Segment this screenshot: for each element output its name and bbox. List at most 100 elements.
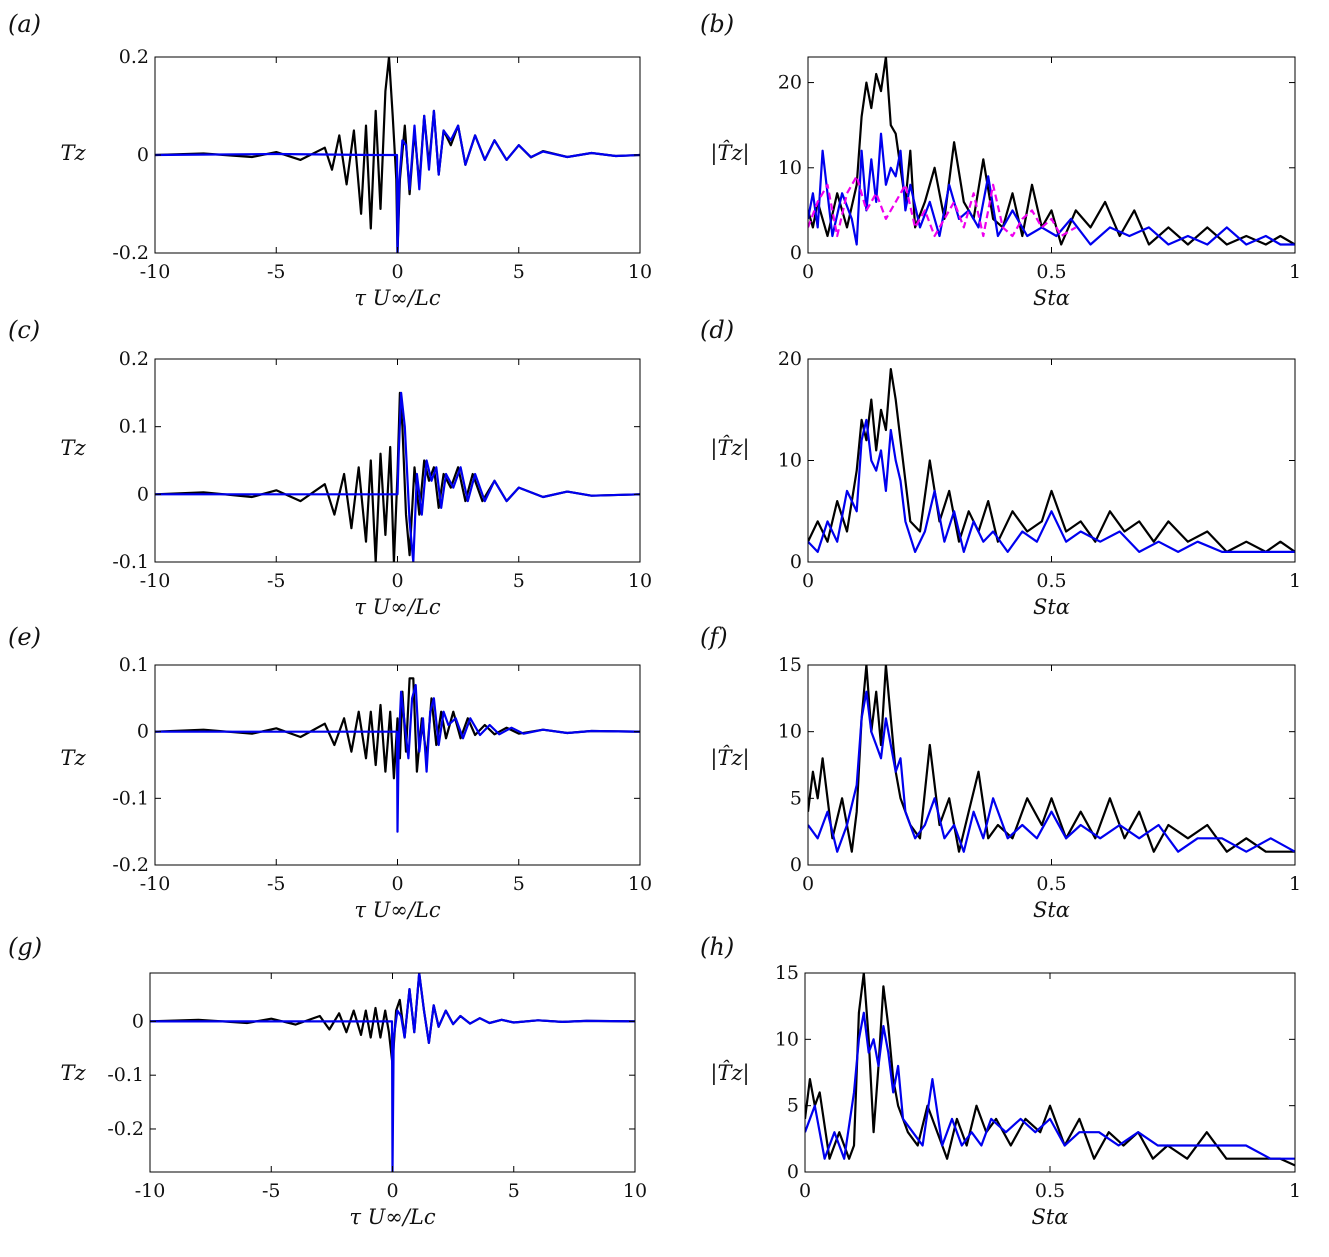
x-tick-label: 10 bbox=[628, 873, 652, 895]
x-tick-label: 0 bbox=[802, 261, 814, 283]
x-tick-label: 0.5 bbox=[1035, 1180, 1065, 1202]
series-line-1 bbox=[155, 677, 640, 780]
x-tick-label: -5 bbox=[267, 570, 286, 592]
y-tick-label: 10 bbox=[778, 450, 802, 472]
y-tick-label: -0.2 bbox=[112, 854, 149, 876]
panel-d: 0 0.5 1 20 10 0 Stα |T̂z| (d) bbox=[700, 316, 1301, 619]
y-tick-label: 0 bbox=[787, 1161, 799, 1183]
x-tick-label: -10 bbox=[140, 873, 171, 895]
y-tick-label: 0.2 bbox=[119, 348, 149, 370]
x-tick-label: 0 bbox=[386, 1180, 398, 1202]
y-axis-label: Tz bbox=[60, 1061, 86, 1085]
x-tick-label: 5 bbox=[508, 1180, 520, 1202]
x-tick-label: 0 bbox=[391, 261, 403, 283]
y-tick-label: 20 bbox=[778, 348, 802, 370]
x-axis-label: τ U∞/Lc bbox=[354, 898, 441, 922]
panel-label: (c) bbox=[8, 316, 40, 344]
y-axis-label: |T̂z| bbox=[710, 141, 749, 166]
x-tick-label: 0.5 bbox=[1036, 873, 1066, 895]
x-tick-label: -10 bbox=[135, 1180, 166, 1202]
panel-g: -10 -5 0 5 10 0 -0.1 -0.2 τ U∞/Lc Tz (g) bbox=[8, 933, 647, 1229]
panel-f: 0 0.5 1 15 10 5 0 Stα |T̂z| (f) bbox=[700, 623, 1301, 922]
y-axis-label: |T̂z| bbox=[710, 436, 749, 461]
series-line-3 bbox=[808, 175, 1077, 238]
x-tick-label: 0.5 bbox=[1036, 261, 1066, 283]
y-tick-label: -0.1 bbox=[107, 1064, 144, 1086]
y-tick-label: -0.1 bbox=[112, 551, 149, 573]
y-tick-label: 5 bbox=[787, 1095, 799, 1117]
panel-c: -10 -5 0 5 10 0.2 0.1 0 -0.1 τ U∞/Lc Tz (c) bbox=[8, 316, 652, 619]
series-line-1 bbox=[805, 973, 1295, 1167]
x-axis-label: τ U∞/Lc bbox=[349, 1205, 436, 1229]
panel-a: -10 -5 0 5 10 0.2 0 -0.2 τ U∞/Lc Tz (a) bbox=[8, 10, 652, 310]
y-tick-label: 10 bbox=[775, 1028, 799, 1050]
x-tick-label: 5 bbox=[513, 261, 525, 283]
x-tick-label: 5 bbox=[513, 873, 525, 895]
x-tick-label: 10 bbox=[628, 570, 652, 592]
panel-label: (d) bbox=[700, 316, 734, 344]
x-axis-label: τ U∞/Lc bbox=[354, 595, 441, 619]
y-tick-label: 0.1 bbox=[119, 416, 149, 438]
y-tick-label: 0.2 bbox=[119, 46, 149, 68]
panel-b: 0 0.5 1 20 10 0 Stα |T̂z| (b) bbox=[700, 10, 1301, 310]
x-tick-label: 0 bbox=[391, 570, 403, 592]
series-line-2 bbox=[150, 973, 635, 1172]
x-tick-label: 1 bbox=[1289, 1180, 1301, 1202]
y-tick-label: 10 bbox=[778, 721, 802, 743]
x-tick-label: 0 bbox=[802, 873, 814, 895]
x-axis-label: Stα bbox=[1033, 595, 1070, 619]
series-line-1 bbox=[808, 57, 1295, 246]
y-axis-label: Tz bbox=[60, 141, 86, 165]
y-axis-label: Tz bbox=[60, 436, 86, 460]
axes-box bbox=[807, 664, 1296, 866]
x-tick-label: 0 bbox=[802, 570, 814, 592]
y-axis-label: |T̂z| bbox=[710, 746, 749, 771]
panel-label: (h) bbox=[700, 933, 734, 961]
x-tick-label: -5 bbox=[267, 261, 286, 283]
x-axis-label: Stα bbox=[1033, 286, 1070, 310]
x-axis-label: Stα bbox=[1033, 898, 1070, 922]
y-tick-label: 0 bbox=[790, 854, 802, 876]
panel-label: (g) bbox=[8, 933, 42, 961]
x-tick-label: -5 bbox=[262, 1180, 281, 1202]
panel-e: -10 -5 0 5 10 0.1 0 -0.1 -0.2 τ U∞/Lc Tz (e) bbox=[8, 623, 652, 922]
series-line-2 bbox=[155, 683, 640, 833]
x-tick-label: 1 bbox=[1289, 570, 1301, 592]
y-tick-label: 0 bbox=[790, 551, 802, 573]
x-tick-label: 5 bbox=[513, 570, 525, 592]
x-tick-label: -5 bbox=[267, 873, 286, 895]
y-tick-label: 0 bbox=[137, 144, 149, 166]
panel-label: (b) bbox=[700, 10, 734, 38]
y-tick-label: 0 bbox=[137, 483, 149, 505]
series-line-2 bbox=[808, 132, 1295, 246]
x-tick-label: 0 bbox=[799, 1180, 811, 1202]
x-tick-label: 10 bbox=[623, 1180, 647, 1202]
x-tick-label: 1 bbox=[1289, 873, 1301, 895]
series-line-2 bbox=[155, 109, 640, 253]
panel-h: 0 0.5 1 15 10 5 0 Stα |T̂z| (h) bbox=[700, 933, 1301, 1229]
x-tick-label: -10 bbox=[140, 570, 171, 592]
series-line-2 bbox=[808, 418, 1295, 554]
panel-label: (a) bbox=[8, 10, 41, 38]
panel-label: (f) bbox=[700, 623, 728, 651]
series-line-1 bbox=[155, 391, 640, 562]
x-tick-label: 10 bbox=[628, 261, 652, 283]
y-tick-label: 0 bbox=[132, 1010, 144, 1032]
y-tick-label: 20 bbox=[778, 72, 802, 94]
x-axis-label: τ U∞/Lc bbox=[354, 286, 441, 310]
y-tick-label: 15 bbox=[775, 962, 799, 984]
y-tick-label: -0.2 bbox=[112, 242, 149, 264]
y-tick-label: 0 bbox=[137, 721, 149, 743]
y-tick-label: -0.1 bbox=[112, 787, 149, 809]
x-axis-label: Stα bbox=[1031, 1205, 1068, 1229]
axes-box bbox=[807, 358, 1296, 563]
y-tick-label: 15 bbox=[778, 654, 802, 676]
series-line-2 bbox=[808, 690, 1295, 853]
series-line-1 bbox=[808, 368, 1295, 554]
y-tick-label: 10 bbox=[778, 157, 802, 179]
y-axis-label: |T̂z| bbox=[710, 1061, 749, 1086]
series-line-2 bbox=[155, 391, 640, 562]
y-tick-label: 0 bbox=[790, 242, 802, 264]
x-tick-label: 0 bbox=[391, 873, 403, 895]
